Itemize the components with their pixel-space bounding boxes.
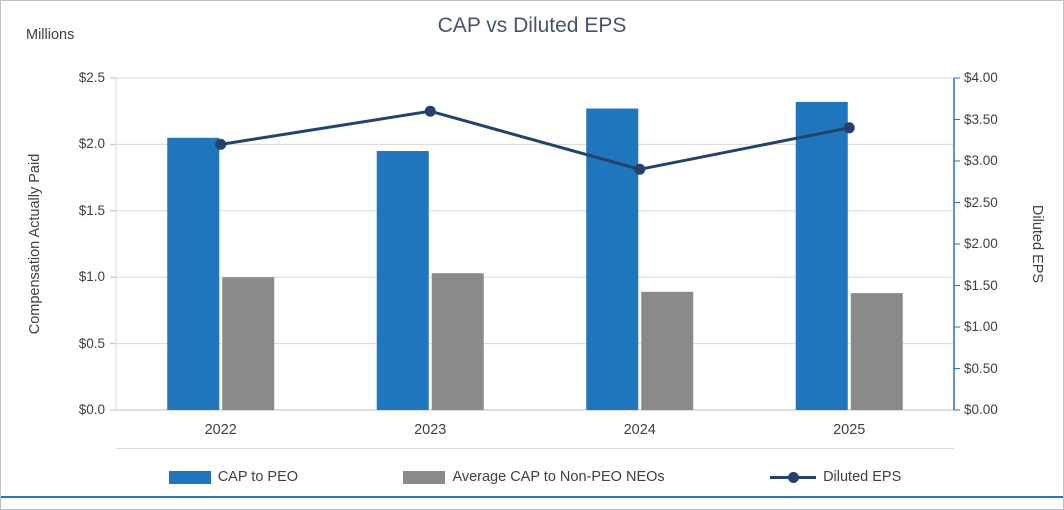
right-axis-tick-label: $3.50 [964,111,998,127]
bar-cap-to-peo-2024 [586,108,639,410]
bar-average-cap-to-non-peo-neos-2022 [222,277,275,410]
line-marker-diluted-eps-2022 [215,138,227,150]
legend-label: Average CAP to Non-PEO NEOs [452,469,665,485]
right-axis-tick-label: $3.00 [964,153,998,168]
bar-cap-to-peo-2022 [167,137,220,410]
x-axis-label: 2024 [623,422,656,438]
right-axis-tick-label: $1.00 [964,319,998,334]
left-axis-tick-label: $1.0 [78,269,105,285]
legend-item-cap-to-peo: CAP to PEO [168,469,299,485]
bar-cap-to-peo-2023 [376,151,429,411]
legend-swatch-diluted-eps [770,471,817,484]
x-axis-label: 2023 [414,422,447,438]
bar-average-cap-to-non-peo-neos-2025 [850,293,903,410]
right-axis-tick-label: $0.00 [964,402,998,417]
legend-label: CAP to PEO [217,469,299,485]
right-axis-tick-label: $0.50 [964,360,998,376]
right-axis-tick-label: $1.50 [964,277,998,293]
legend-item-diluted-eps: Diluted EPS [770,469,901,485]
left-axis-units-label: Millions [26,27,75,43]
x-axis-label: 2022 [204,422,237,438]
line-marker-diluted-eps-2023 [424,105,436,117]
legend: CAP to PEO Average CAP to Non-PEO NEOs Dil… [116,463,954,491]
left-axis-tick-label: $0.5 [78,335,105,351]
bar-cap-to-peo-2025 [795,101,848,411]
left-axis-tick-label: $2.5 [78,70,105,85]
legend-item-average-cap-to-non-peo-neos: Average CAP to Non-PEO NEOs [403,469,665,485]
legend-label: Diluted EPS [823,469,902,485]
left-axis-tick-label: $2.0 [78,136,105,152]
x-axis-label: 2025 [833,422,866,438]
bar-average-cap-to-non-peo-neos-2023 [431,273,484,410]
right-axis-tick-label: $2.50 [964,194,998,210]
line-marker-diluted-eps-2024 [634,163,646,175]
legend-swatch-cap-to-peo [168,470,211,484]
right-axis-tick-label: $2.00 [964,236,998,251]
line-diluted-eps [220,109,850,171]
bottom-accent-line [1,496,1063,498]
bar-average-cap-to-non-peo-neos-2024 [641,291,694,410]
left-axis-tick-label: $1.5 [78,202,105,218]
line-marker-diluted-eps-2025 [843,122,855,134]
chart-title: CAP vs Diluted EPS [437,14,627,37]
right-axis-tick-label: $4.00 [964,70,998,85]
legend-separator-line [116,448,954,449]
left-axis-tick-label: $0.0 [78,402,105,417]
legend-swatch-average-cap-to-non-peo-neos [403,470,446,484]
